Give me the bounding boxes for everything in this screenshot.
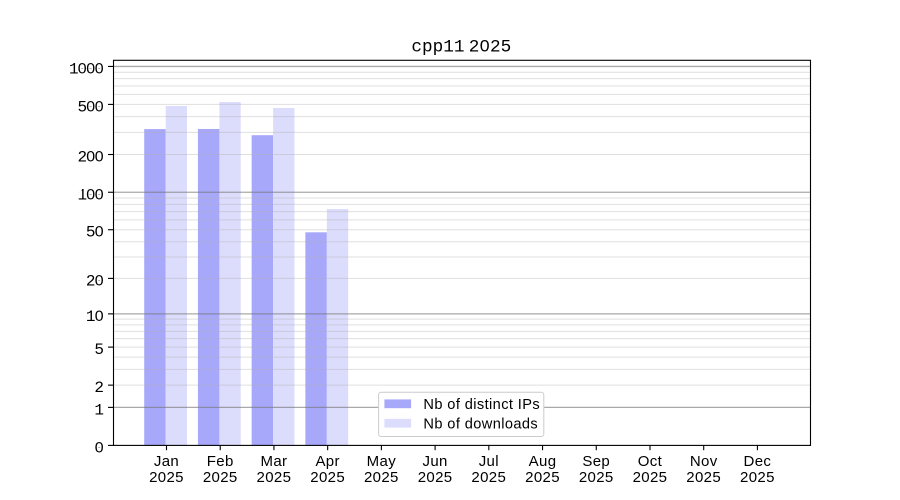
svg-text:2025: 2025 xyxy=(525,469,560,486)
svg-text:2025: 2025 xyxy=(740,469,775,486)
svg-text:Sep: Sep xyxy=(582,453,610,470)
svg-text:cpp11: cpp11 xyxy=(411,37,464,57)
svg-text:Feb: Feb xyxy=(207,453,234,470)
svg-text:Dec: Dec xyxy=(744,453,772,470)
svg-text:Nov: Nov xyxy=(690,453,718,470)
svg-text:Nb of downloads: Nb of downloads xyxy=(423,416,538,432)
svg-text:2025: 2025 xyxy=(633,469,668,486)
svg-text:Jul: Jul xyxy=(479,453,499,470)
svg-text:2025: 2025 xyxy=(579,469,614,486)
svg-text:2025: 2025 xyxy=(149,469,184,486)
svg-text:Mar: Mar xyxy=(260,453,287,470)
svg-text:500: 500 xyxy=(77,98,103,116)
svg-text:2025: 2025 xyxy=(469,37,511,57)
svg-text:2025: 2025 xyxy=(364,469,399,486)
svg-text:100: 100 xyxy=(77,186,103,204)
svg-text:Jan: Jan xyxy=(154,453,179,470)
svg-text:1: 1 xyxy=(94,401,103,419)
svg-text:2025: 2025 xyxy=(310,469,345,486)
svg-text:2025: 2025 xyxy=(203,469,238,486)
svg-text:1000: 1000 xyxy=(69,60,103,78)
svg-text:Aug: Aug xyxy=(529,453,557,470)
svg-text:May: May xyxy=(367,453,397,470)
svg-text:0: 0 xyxy=(94,439,103,457)
svg-text:2025: 2025 xyxy=(257,469,292,486)
svg-text:50: 50 xyxy=(86,224,103,242)
svg-text:Jun: Jun xyxy=(422,453,447,470)
svg-text:Oct: Oct xyxy=(638,453,663,470)
svg-text:2025: 2025 xyxy=(418,469,453,486)
svg-text:2025: 2025 xyxy=(686,469,721,486)
svg-text:2: 2 xyxy=(94,379,103,397)
svg-text:20: 20 xyxy=(86,272,103,290)
svg-text:10: 10 xyxy=(86,308,103,326)
svg-text:Apr: Apr xyxy=(315,453,339,470)
svg-text:2025: 2025 xyxy=(471,469,506,486)
svg-text:Nb of distinct IPs: Nb of distinct IPs xyxy=(423,397,540,413)
svg-text:5: 5 xyxy=(94,341,103,359)
